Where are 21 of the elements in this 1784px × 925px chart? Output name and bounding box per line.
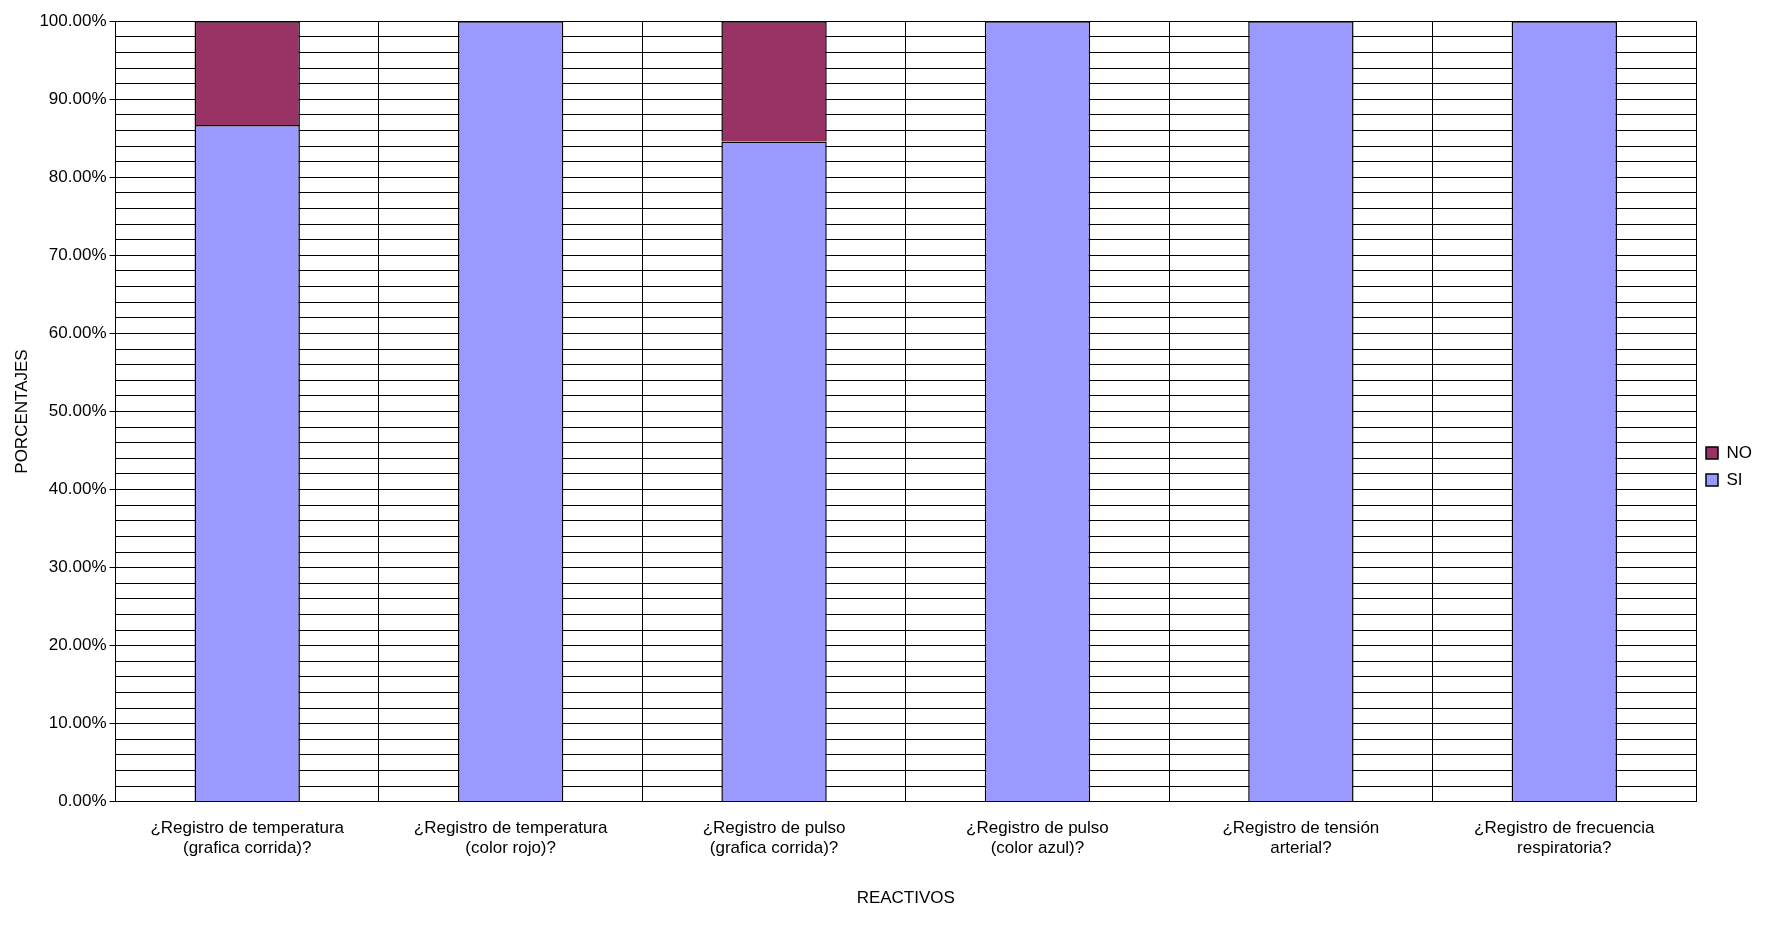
y-tick-label: 30.00% (48, 557, 107, 577)
y-tick-label: 50.00% (48, 401, 107, 421)
y-tick-label: 80.00% (48, 167, 107, 187)
y-tick-label: 60.00% (48, 323, 107, 343)
y-tick-label: 100.00% (39, 10, 107, 30)
x-tick-label: ¿Registro de temperatura (grafica corrida)? (150, 817, 345, 858)
y-tick-label: 0.00% (58, 791, 107, 811)
y-tick-label: 20.00% (48, 635, 107, 655)
y-tick-label: 40.00% (48, 479, 107, 499)
legend-label: SI (1726, 469, 1743, 489)
x-axis-title: REACTIVOS (856, 888, 955, 908)
legend-label: NO (1726, 442, 1752, 462)
x-tick-label: ¿Registro de temperatura (color rojo)? (413, 817, 609, 858)
x-tick-label: ¿Registro de frecuencia respiratoria? (1474, 817, 1656, 858)
y-tick-label: 90.00% (48, 88, 107, 108)
x-tick-label: ¿Registro de pulso (color azul)? (966, 817, 1109, 858)
x-tick-label: ¿Registro de tensión arterial? (1222, 817, 1380, 858)
y-axis-title: PORCENTAJES (11, 349, 31, 474)
y-tick-label: 10.00% (48, 713, 107, 733)
y-tick-label: 70.00% (48, 245, 107, 265)
x-tick-label: ¿Registro de pulso (grafica corrida)? (702, 817, 846, 858)
